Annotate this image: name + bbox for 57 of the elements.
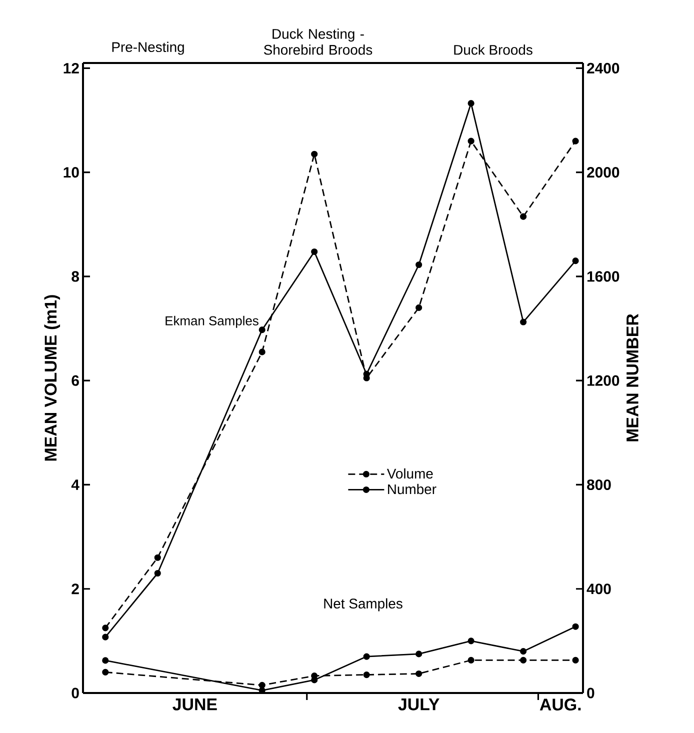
point xyxy=(363,653,370,660)
text: Duck Broods xyxy=(454,44,532,55)
y-tick-label: 6 xyxy=(72,375,79,386)
point xyxy=(102,657,109,664)
point xyxy=(468,100,474,107)
point xyxy=(520,656,527,664)
y2-axis-title: MEAN NUMBER xyxy=(626,314,638,442)
point xyxy=(102,634,109,640)
point xyxy=(416,261,422,268)
x-tick-label: JULY xyxy=(398,698,440,710)
y2-tick-label: 2000 xyxy=(587,167,620,178)
legend-label: Volume xyxy=(386,468,433,479)
point xyxy=(416,304,422,311)
annotation: Ekman Samples xyxy=(166,316,258,328)
point xyxy=(102,668,109,676)
y2-tick-label: 1600 xyxy=(587,271,620,282)
point xyxy=(520,648,527,655)
point xyxy=(102,624,109,632)
point xyxy=(311,248,318,256)
point xyxy=(258,348,266,356)
x-tick-label: JUNE xyxy=(172,698,217,710)
point xyxy=(363,370,370,378)
legend-label: Number xyxy=(388,484,436,494)
y-axis-title: MEAN VOLUME (m1) xyxy=(44,295,60,461)
point xyxy=(154,554,161,561)
annotation: Net Samples xyxy=(324,598,402,612)
point xyxy=(520,318,527,326)
y-tick-label: 0 xyxy=(72,688,79,698)
y-tick-label: 2 xyxy=(72,584,79,594)
point xyxy=(363,671,370,678)
point xyxy=(572,623,579,630)
y-tick-label: 8 xyxy=(72,271,80,282)
point xyxy=(572,138,579,144)
point xyxy=(468,638,474,644)
y2-tick-label: 800 xyxy=(586,479,611,490)
y2-tick-label: 2400 xyxy=(587,62,620,74)
y2-tick-label: 400 xyxy=(586,584,611,594)
point xyxy=(416,670,422,678)
point xyxy=(572,258,579,264)
point xyxy=(311,150,318,158)
point xyxy=(258,682,266,688)
y-tick-label: 12 xyxy=(64,62,79,74)
point xyxy=(468,656,474,664)
point xyxy=(468,138,474,144)
point xyxy=(258,326,266,334)
point xyxy=(154,570,161,577)
text: Pre-Nesting xyxy=(112,42,184,55)
y2-tick-label: 1200 xyxy=(587,375,620,386)
point xyxy=(416,650,422,658)
y2-tick-label: 0 xyxy=(587,688,594,698)
x-tick-label: AUG. xyxy=(540,698,581,711)
point xyxy=(311,676,318,684)
point xyxy=(572,656,579,664)
y-tick-label: 4 xyxy=(71,480,80,490)
y-tick-label: 10 xyxy=(64,167,79,178)
text: Duck Nesting - Shorebird Broods xyxy=(264,28,372,55)
point xyxy=(520,213,527,220)
